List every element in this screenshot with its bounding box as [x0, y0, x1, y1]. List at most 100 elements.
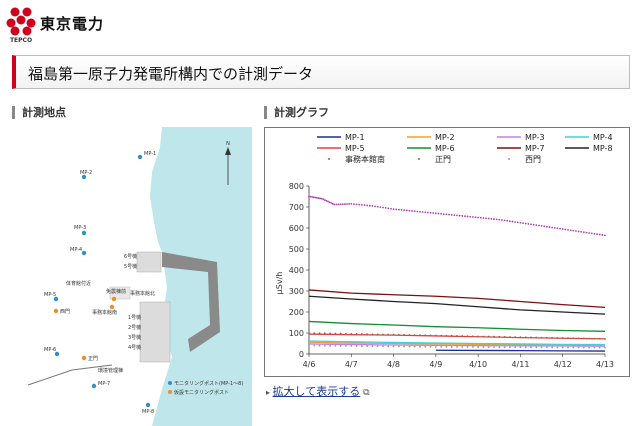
series-point	[553, 226, 556, 229]
x-tick-label: 4/11	[511, 360, 529, 369]
series-point	[514, 346, 517, 349]
series-point	[461, 215, 464, 217]
map-section-title: 計測地点	[12, 106, 66, 119]
mp-marker[interactable]: MP-5	[44, 292, 59, 302]
tepco-logo[interactable]: TEPCO	[6, 4, 36, 44]
series-point	[311, 196, 314, 198]
series-point	[329, 332, 332, 335]
series-point	[355, 333, 358, 335]
series-point	[325, 199, 328, 202]
office-north-label: 事務本館北	[130, 290, 155, 297]
series-point	[371, 205, 374, 207]
legend-label: 事務本館南	[345, 154, 385, 164]
temp-post-marker[interactable]: 正門	[81, 355, 98, 362]
series-point	[482, 346, 485, 348]
series-point	[471, 335, 474, 338]
series-point	[477, 335, 480, 338]
series-point	[545, 346, 548, 349]
mp-marker[interactable]: MP-4	[70, 247, 87, 256]
series-point	[437, 212, 440, 215]
legend-label: MP-1	[345, 133, 365, 142]
series-point	[503, 335, 506, 338]
x-tick-label: 4/6	[303, 360, 316, 369]
series-point	[532, 223, 535, 226]
series-point	[564, 228, 567, 231]
mp-marker[interactable]: MP-8	[142, 402, 154, 415]
series-point	[424, 211, 427, 214]
temp-post-marker[interactable]: 免震棟前	[106, 288, 126, 302]
brand-name[interactable]: 東京電力	[40, 15, 105, 33]
series-point	[540, 346, 543, 349]
series-point	[522, 222, 524, 225]
series-point	[376, 333, 379, 336]
y-tick-label: 300	[289, 287, 304, 296]
site-map[interactable]: N MP-1 MP-2 MP-3 MP-4 MP-5 MP-6 MP-7 MP-…	[12, 127, 252, 426]
series-point	[384, 207, 387, 209]
dose-rate-chart[interactable]: MP-1 MP-2 MP-3 MP-4 MP-5 MP-6 MP-7 MP-8 事務本館南 正門 西…	[264, 127, 630, 377]
series-point	[580, 230, 583, 233]
y-tick-label: 500	[289, 245, 304, 254]
mp-marker[interactable]: MP-2	[80, 170, 92, 180]
series-point	[593, 346, 596, 349]
series-point	[424, 345, 427, 348]
unit6-label: 6号機	[124, 253, 137, 260]
legend-label: MP-8	[593, 144, 613, 153]
series-point	[598, 337, 601, 340]
legend-swatch	[508, 158, 510, 160]
series-point	[477, 346, 480, 348]
series-point	[508, 336, 511, 338]
series-point	[432, 212, 435, 214]
mp-marker[interactable]: MP-6	[44, 347, 60, 357]
series-point	[339, 345, 342, 347]
series-point	[429, 345, 432, 348]
temp-post-marker[interactable]: 西門	[53, 308, 70, 315]
series-point	[408, 334, 411, 336]
legend-label: MP-6	[435, 144, 455, 153]
series-point	[376, 205, 379, 208]
mp-label: MP-4	[70, 247, 82, 253]
series-point	[495, 218, 498, 221]
series-point	[458, 214, 461, 217]
series-point	[466, 215, 469, 218]
series-point	[379, 206, 382, 209]
series-point	[366, 345, 369, 348]
series-point	[337, 203, 340, 206]
series-point	[477, 216, 480, 219]
mp-marker[interactable]: MP-3	[74, 225, 86, 236]
series-line	[308, 320, 606, 332]
mp-marker[interactable]: MP-1	[137, 151, 156, 160]
series-point	[330, 202, 333, 204]
series-point	[551, 336, 554, 339]
series-point	[360, 204, 363, 206]
series-point	[411, 210, 413, 212]
enlarge-link[interactable]: 拡大して表示する	[272, 385, 361, 398]
series-point	[498, 218, 501, 221]
series-point	[313, 332, 316, 335]
legend-swatch	[328, 158, 330, 160]
mp-marker[interactable]: MP-7	[91, 381, 110, 389]
series-point	[392, 208, 395, 210]
series-point	[358, 203, 361, 206]
series-point	[569, 229, 572, 232]
series-point	[424, 334, 427, 337]
series-point	[469, 215, 472, 218]
mp-label: MP-2	[80, 170, 92, 176]
temp-post-marker[interactable]: 事務本館南	[92, 304, 117, 316]
series-point	[464, 215, 466, 218]
chart-legend: MP-1 MP-2 MP-3 MP-4 MP-5 MP-6 MP-7 MP-8 事務本館南 正門 西…	[317, 133, 613, 164]
series-point	[572, 346, 575, 349]
series-point	[538, 224, 540, 227]
series-point	[316, 196, 318, 199]
series-point	[572, 337, 575, 340]
series-point	[314, 196, 317, 199]
new-window-icon: ⧉	[360, 388, 370, 398]
series-point	[434, 212, 437, 215]
series-point	[322, 198, 325, 201]
series-point	[440, 334, 443, 337]
temp-post-label: 正門	[88, 356, 98, 362]
series-point	[360, 345, 363, 348]
chart-canvas: MP-1 MP-2 MP-3 MP-4 MP-5 MP-6 MP-7 MP-8 事務本館南 正門 西…	[275, 133, 614, 369]
series-point	[387, 333, 390, 336]
legend-label: MP-3	[525, 133, 545, 142]
series-point	[524, 222, 527, 225]
